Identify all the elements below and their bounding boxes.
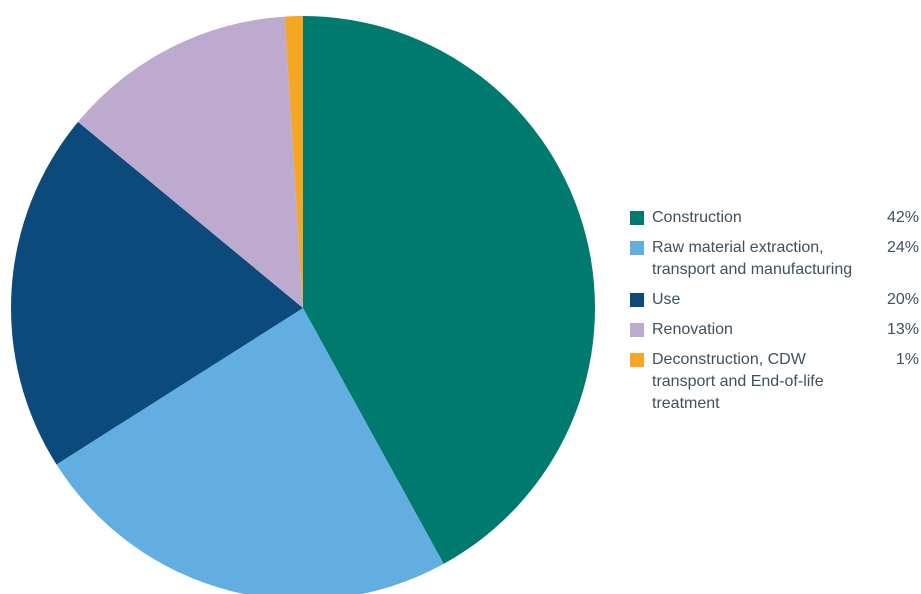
legend-value: 24% bbox=[886, 239, 919, 256]
pie-slice bbox=[10, 121, 303, 465]
legend-entry: Use 20% bbox=[630, 289, 919, 311]
legend-swatch bbox=[630, 323, 644, 337]
legend-entry: Construction 42% bbox=[630, 207, 919, 229]
legend-label: Construction bbox=[652, 209, 742, 226]
legend-label: Renovation bbox=[652, 321, 733, 338]
legend: Construction 42% Raw material extraction, … bbox=[630, 207, 919, 423]
pie-slice bbox=[78, 16, 303, 308]
legend-entry: Raw material extraction, transport and m… bbox=[630, 237, 919, 281]
chart bbox=[10, 16, 595, 594]
legend-value: 42% bbox=[886, 209, 919, 226]
legend-label: Use bbox=[652, 291, 681, 308]
pie-slice bbox=[303, 16, 595, 564]
legend-value: 13% bbox=[886, 321, 919, 338]
legend-label: Deconstruction, CDW transport and End-of… bbox=[652, 351, 824, 412]
legend-swatch bbox=[630, 211, 644, 225]
legend-entry: Renovation 13% bbox=[630, 319, 919, 341]
pie-slice bbox=[56, 308, 444, 594]
legend-swatch bbox=[630, 353, 644, 367]
legend-value: 20% bbox=[886, 291, 919, 308]
legend-swatch bbox=[630, 293, 644, 307]
legend-label: Raw material extraction, transport and m… bbox=[652, 239, 853, 278]
legend-entry: Deconstruction, CDW transport and End-of… bbox=[630, 349, 919, 415]
legend-swatch bbox=[630, 241, 644, 255]
legend-value: 1% bbox=[895, 351, 919, 368]
pie-slice bbox=[284, 16, 303, 308]
